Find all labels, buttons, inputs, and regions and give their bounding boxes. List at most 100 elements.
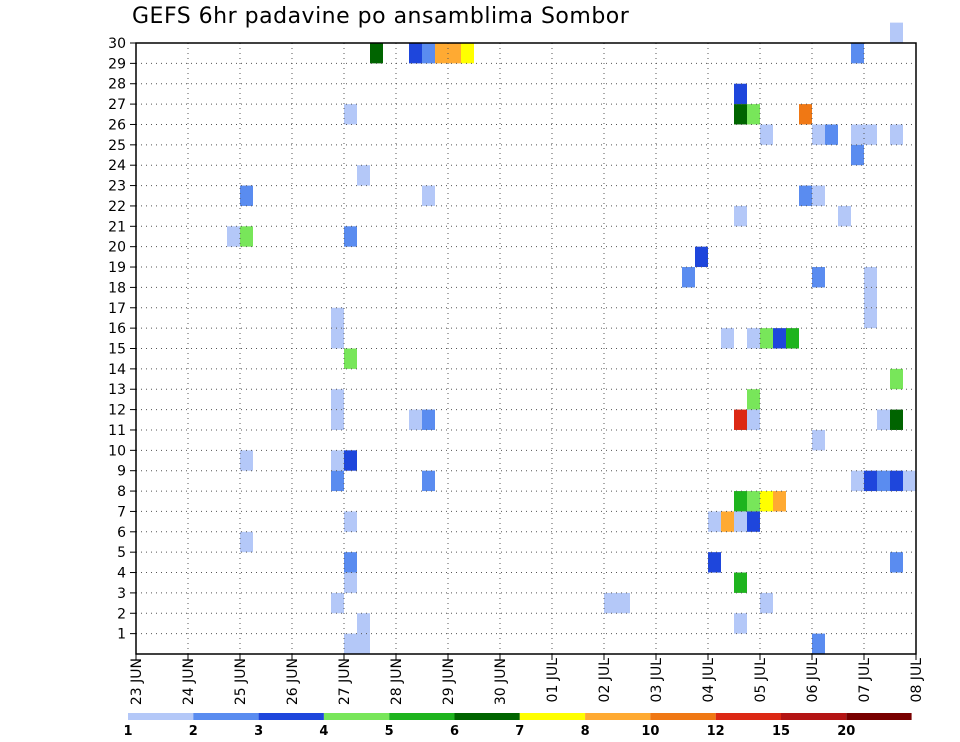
- heatmap-cell: [825, 124, 838, 145]
- heatmap-cell: [851, 124, 864, 145]
- heatmap-cell: [812, 429, 825, 451]
- heatmap-cell: [422, 43, 435, 64]
- heatmap-cell: [812, 185, 825, 206]
- legend-label: 5: [385, 724, 394, 739]
- heatmap-cell: [890, 22, 903, 43]
- y-tick-label: 1: [117, 627, 126, 643]
- y-tick-label: 30: [108, 36, 126, 52]
- heatmap-cell: [747, 328, 760, 349]
- heatmap-cell: [890, 470, 903, 492]
- heatmap-cell: [734, 409, 747, 430]
- heatmap-cell: [448, 43, 461, 64]
- y-tick-label: 15: [108, 342, 126, 358]
- heatmap-cell: [812, 633, 825, 654]
- y-tick-label: 10: [108, 443, 126, 459]
- heatmap-cell: [734, 613, 747, 634]
- y-tick-label: 23: [108, 179, 126, 195]
- heatmap-cell: [331, 592, 344, 614]
- legend-swatch: [519, 713, 586, 720]
- heatmap-cell: [890, 409, 903, 430]
- heatmap-cell: [721, 511, 734, 532]
- heatmap-cell: [734, 572, 747, 593]
- legend-label: 6: [450, 724, 459, 739]
- x-tick-label: 05 JUL: [753, 658, 769, 703]
- heatmap-cell: [890, 552, 903, 573]
- x-tick-label: 06 JUL: [805, 658, 821, 703]
- legend-swatch: [323, 713, 390, 720]
- y-tick-label: 5: [117, 545, 126, 561]
- x-tick-label: 24 JUN: [181, 658, 197, 705]
- heatmap-cell: [331, 389, 344, 410]
- heatmap-cell: [747, 409, 760, 430]
- heatmap-cell: [240, 185, 253, 206]
- heatmap-cell: [331, 307, 344, 329]
- x-tick-label: 23 JUN: [129, 658, 145, 705]
- y-tick-label: 19: [108, 260, 126, 276]
- legend-label: 10: [641, 724, 659, 739]
- y-tick-label: 4: [117, 566, 126, 582]
- x-tick-label: 29 JUN: [441, 658, 457, 705]
- x-tick-label: 03 JUL: [649, 658, 665, 703]
- heatmap-cell: [890, 124, 903, 145]
- heatmap-cell: [357, 165, 370, 186]
- heatmap-cell: [851, 43, 864, 64]
- heatmap-cell: [773, 328, 786, 349]
- chart-title: GEFS 6hr padavine po ansamblima Sombor: [132, 4, 630, 29]
- x-tick-label: 27 JUN: [337, 658, 353, 705]
- heatmap-cell: [760, 491, 773, 512]
- heatmap-cell: [227, 226, 240, 247]
- x-tick-label: 07 JUL: [857, 658, 873, 703]
- heatmap-cell: [344, 104, 357, 125]
- heatmap-cell: [903, 470, 916, 492]
- x-tick-label: 04 JUL: [701, 658, 717, 703]
- legend-label: 15: [772, 724, 790, 739]
- heatmap-cell: [747, 389, 760, 410]
- legend-label: 20: [837, 724, 855, 739]
- legend-swatch: [389, 713, 455, 720]
- heatmap-cell: [604, 592, 617, 614]
- heatmap-cell: [812, 124, 825, 145]
- heatmap-cell: [331, 328, 344, 349]
- heatmap-cell: [461, 43, 474, 64]
- heatmap-cell: [344, 511, 357, 532]
- heatmap-cell: [357, 633, 370, 654]
- heatmap-cell: [890, 368, 903, 390]
- x-tick-label: 02 JUL: [597, 658, 613, 703]
- legend-swatch: [193, 713, 259, 720]
- y-tick-label: 21: [108, 219, 126, 235]
- heatmap-cell: [344, 572, 357, 593]
- heatmap-cell: [331, 409, 344, 430]
- heatmap-cell: [734, 205, 747, 227]
- y-tick-label: 28: [108, 77, 126, 93]
- heatmap-cell: [760, 592, 773, 614]
- y-tick-label: 2: [117, 606, 126, 622]
- heatmap-cell: [422, 409, 435, 430]
- y-tick-label: 17: [108, 301, 126, 317]
- legend-swatch: [650, 713, 716, 720]
- heatmap-cell: [708, 511, 721, 532]
- heatmap-cell: [240, 226, 253, 247]
- heatmap-cell: [422, 470, 435, 492]
- heatmap-cell: [799, 185, 812, 206]
- y-tick-label: 13: [108, 382, 126, 398]
- heatmap-cell: [370, 43, 383, 64]
- heatmap-cell: [331, 450, 344, 471]
- legend-label: 8: [581, 724, 590, 739]
- y-tick-label: 8: [117, 484, 126, 500]
- y-tick-label: 11: [108, 423, 126, 439]
- heatmap-cell: [864, 124, 877, 145]
- legend-swatch: [715, 713, 781, 720]
- y-tick-label: 22: [108, 199, 126, 215]
- heatmap-cell: [877, 470, 890, 492]
- y-tick-label: 24: [108, 158, 126, 174]
- legend-label: 2: [189, 724, 198, 739]
- x-tick-label: 28 JUN: [389, 658, 405, 705]
- heatmap-cell: [240, 450, 253, 471]
- heatmap-cell: [708, 552, 721, 573]
- x-tick-label: 01 JUL: [545, 658, 561, 703]
- y-tick-label: 16: [108, 321, 126, 337]
- y-tick-label: 27: [108, 97, 126, 113]
- heatmap-cell: [357, 613, 370, 634]
- y-tick-label: 9: [117, 464, 126, 480]
